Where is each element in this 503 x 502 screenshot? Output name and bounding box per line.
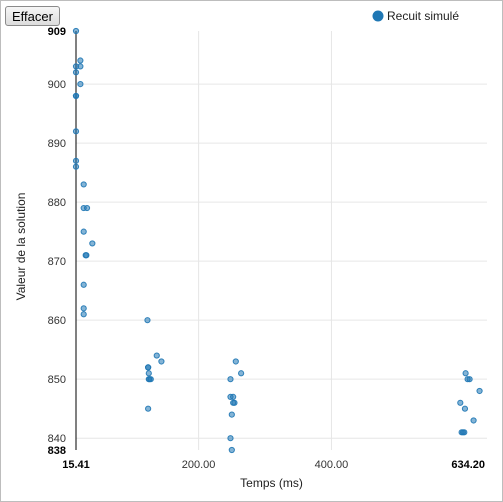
data-point — [470, 417, 477, 424]
data-point — [461, 429, 468, 436]
y-tick-label: 880 — [48, 197, 66, 209]
x-tick-label: 634.20 — [451, 459, 485, 471]
data-point — [227, 435, 234, 442]
data-point — [72, 128, 80, 135]
y-tick-label: 900 — [48, 79, 66, 91]
data-point — [144, 317, 151, 324]
data-point — [72, 27, 80, 35]
data-point — [72, 92, 80, 100]
data-point — [461, 405, 469, 412]
data-point — [476, 387, 483, 395]
data-point — [145, 370, 152, 377]
y-tick-label: 909 — [48, 26, 66, 38]
data-point — [153, 352, 160, 359]
y-tick-label: 870 — [48, 256, 66, 268]
data-points — [72, 27, 483, 454]
data-point — [238, 370, 245, 377]
legend[interactable]: Recuit simulé — [372, 9, 460, 23]
data-point — [158, 358, 165, 365]
grid-lines — [76, 31, 487, 450]
data-point — [80, 228, 87, 235]
data-point — [77, 57, 84, 64]
y-tick-label: 850 — [48, 374, 66, 386]
data-point — [77, 81, 84, 88]
data-point — [462, 370, 469, 377]
y-tick-label: 838 — [48, 445, 66, 457]
data-point — [457, 399, 464, 406]
data-point — [80, 181, 87, 188]
clear-button[interactable]: Effacer — [5, 6, 60, 26]
data-point — [228, 411, 235, 418]
data-point — [466, 376, 473, 383]
data-point — [145, 364, 152, 371]
data-point — [232, 358, 239, 365]
data-point — [145, 405, 152, 412]
x-tick-label: 15.41 — [62, 459, 90, 471]
y-tick-label: 860 — [48, 315, 66, 327]
y-tick-label: 890 — [48, 138, 66, 150]
data-point — [83, 204, 91, 212]
data-point — [72, 69, 80, 76]
data-point — [80, 305, 87, 312]
y-tick-label: 840 — [48, 433, 66, 445]
x-tick-labels: 15.41 200.00 400.00 634.20 — [62, 459, 485, 471]
x-tick-label: 400.00 — [315, 459, 349, 471]
x-tick-label: 200.00 — [182, 459, 216, 471]
data-point — [72, 157, 80, 164]
data-point — [83, 252, 90, 259]
data-point — [72, 163, 80, 170]
data-point — [77, 63, 84, 70]
x-axis-title: Temps (ms) — [240, 476, 303, 490]
y-axis-title: Valeur de la solution — [14, 193, 28, 301]
data-point — [80, 281, 87, 288]
data-point — [89, 240, 96, 247]
data-point — [230, 393, 237, 400]
legend-marker-icon — [372, 10, 384, 22]
data-point — [231, 399, 238, 406]
data-point — [227, 376, 234, 383]
data-point — [228, 446, 235, 454]
data-point — [147, 376, 154, 383]
legend-label: Recuit simulé — [387, 9, 459, 23]
data-point — [80, 311, 87, 318]
